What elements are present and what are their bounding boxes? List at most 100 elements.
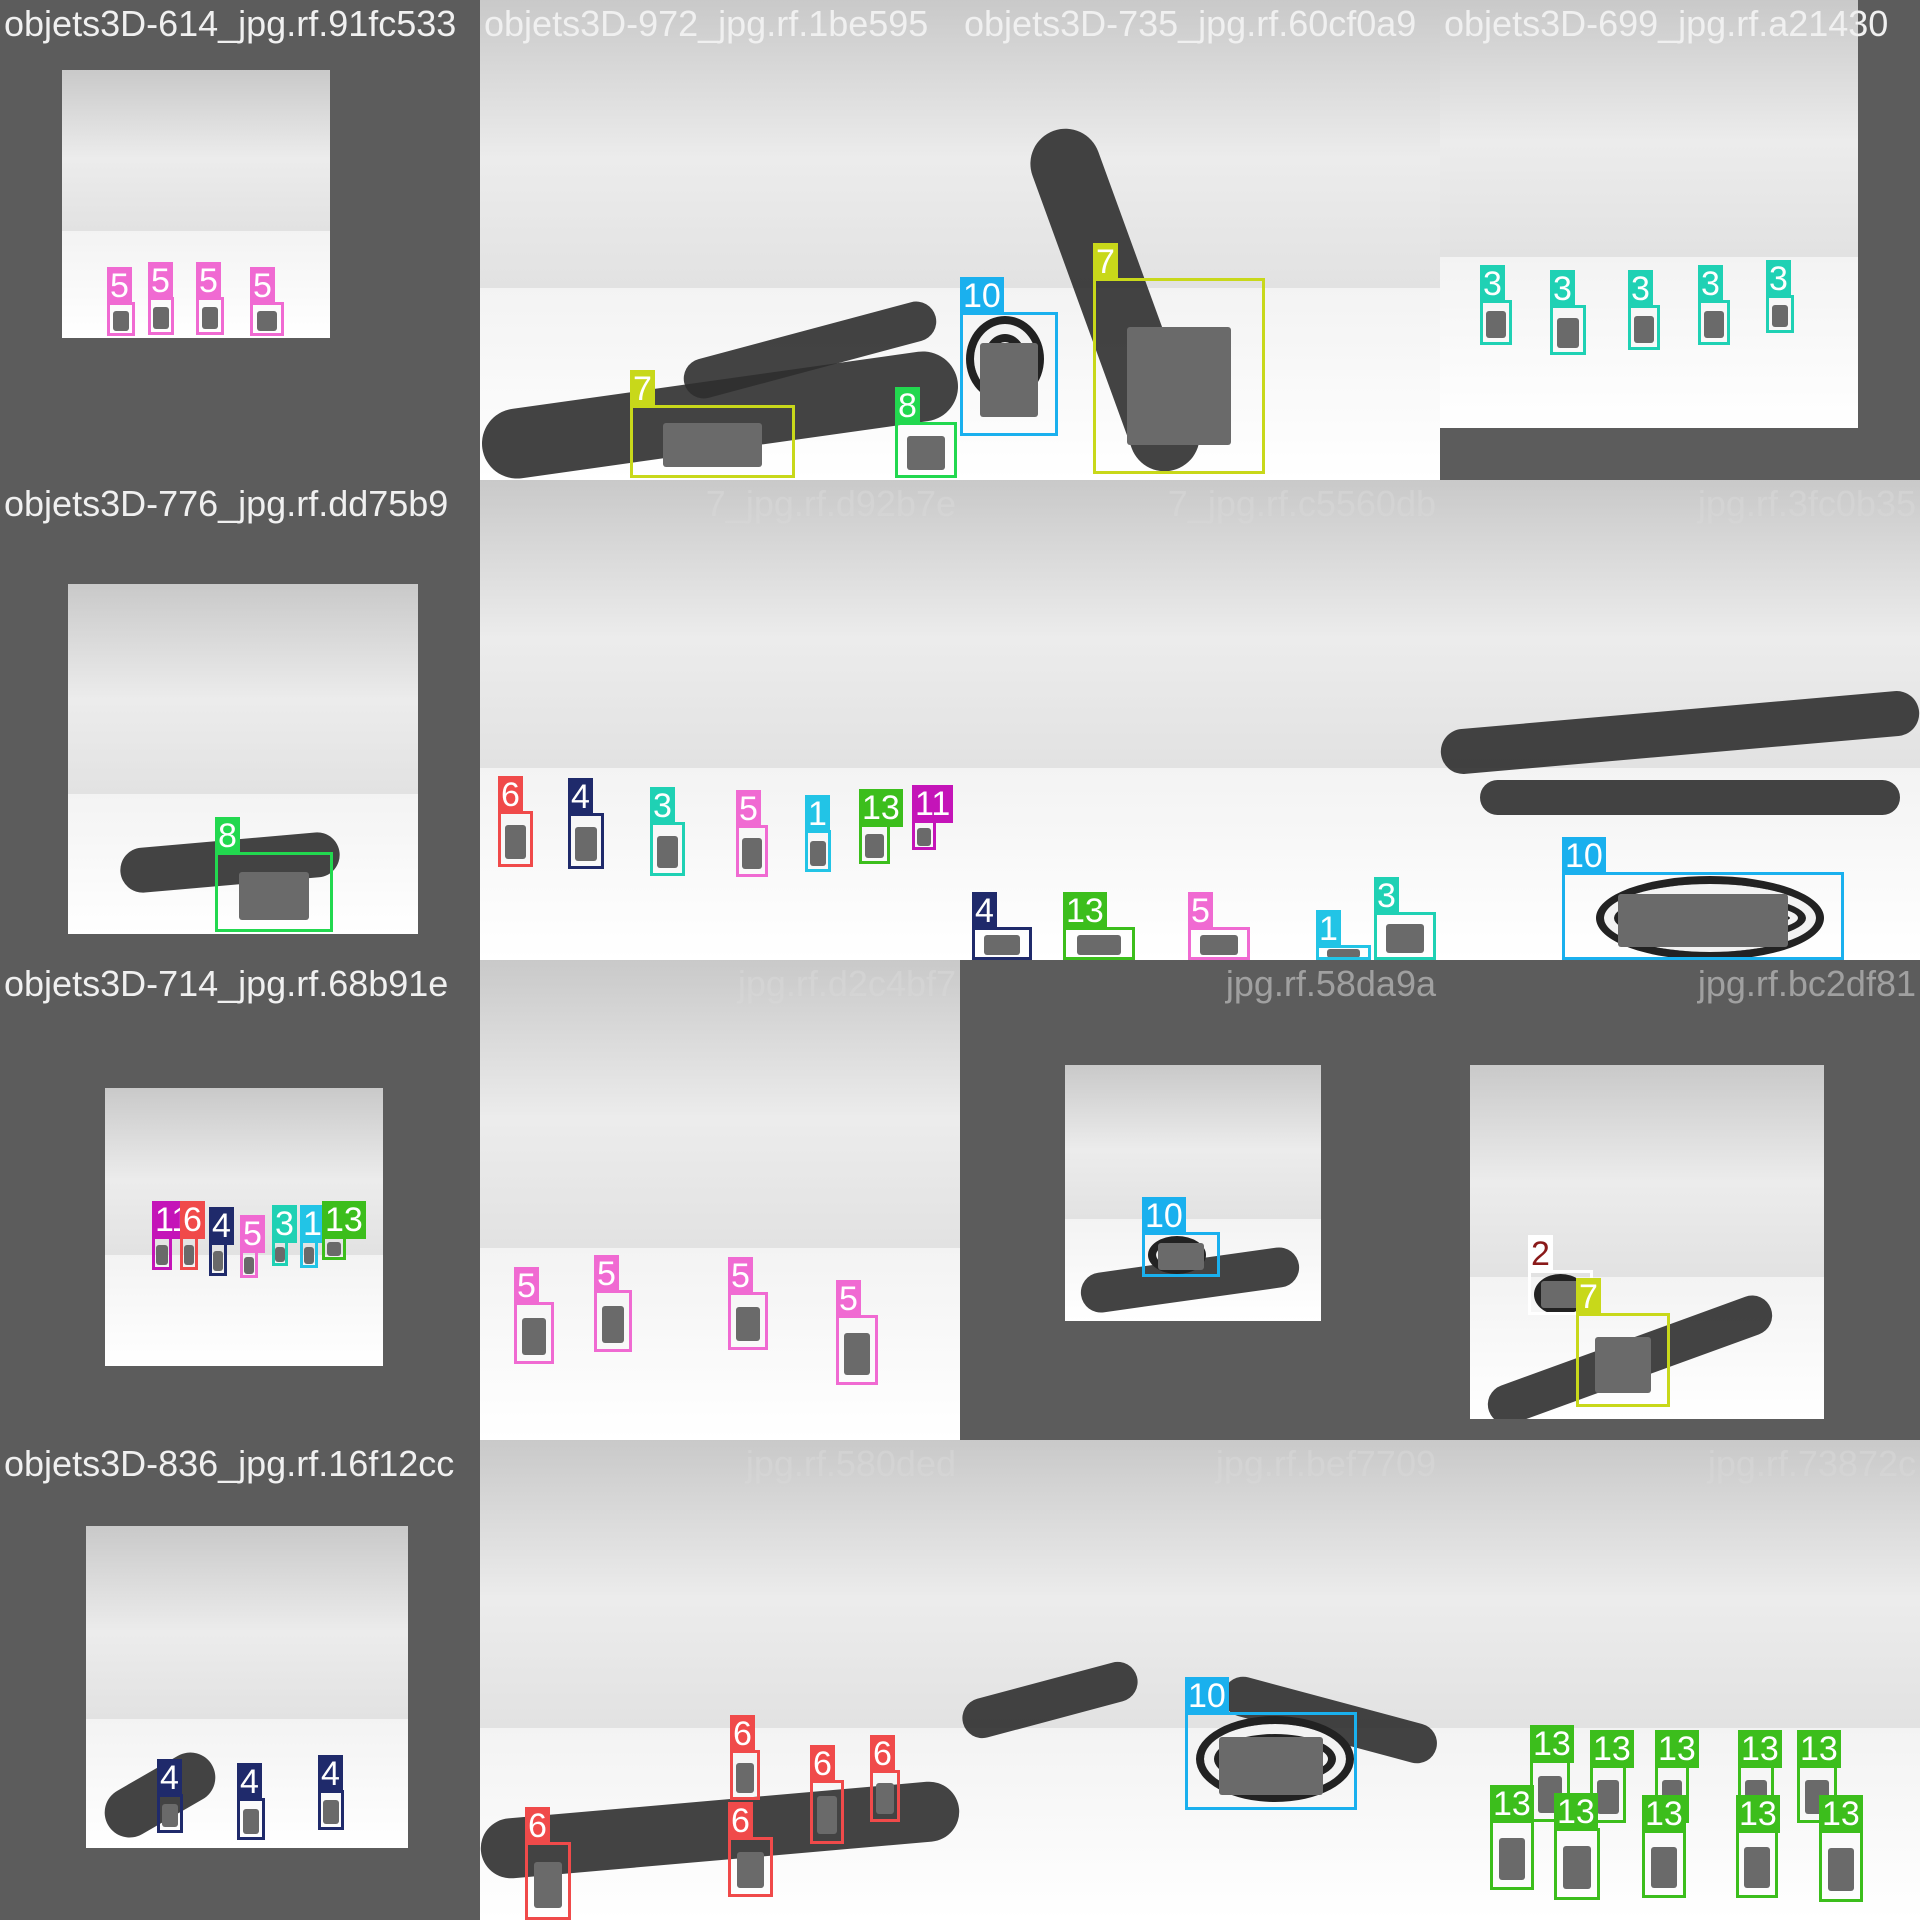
object-shape: [736, 1306, 760, 1342]
object-shape: [1127, 327, 1231, 445]
object-shape: [1650, 1847, 1678, 1888]
object-shape: [737, 1852, 764, 1888]
floor-area: [480, 1248, 960, 1440]
detection-box: 5: [107, 267, 135, 336]
object-shape: [1077, 935, 1121, 956]
object-shape: [242, 1808, 260, 1834]
mosaic-tile: 10 jpg.rf.3fc0b35: [1440, 480, 1920, 960]
mosaic-tile: 5 5 5 5 jpg.rf.d2c4bf7: [480, 960, 960, 1440]
detection-box: 6: [870, 1735, 900, 1822]
class-label: 11: [912, 785, 954, 823]
detection-box: 8: [215, 817, 333, 932]
class-label: 13: [1554, 1793, 1598, 1831]
object-shape: [736, 1762, 754, 1793]
camera-image: [62, 70, 330, 338]
detection-box: 13: [1819, 1795, 1863, 1902]
object-shape: [1157, 1243, 1205, 1271]
detection-box: 13: [322, 1201, 366, 1260]
object-shape: [1200, 935, 1238, 956]
class-label: 5: [148, 262, 173, 300]
wall-area: [480, 480, 960, 768]
overlapping-filename: jpg.rf.3fc0b35: [1697, 483, 1916, 524]
class-label: 4: [318, 1755, 343, 1793]
detection-box: 6: [180, 1201, 205, 1270]
detection-box: 7: [1093, 243, 1265, 474]
class-label: 3: [1628, 270, 1653, 308]
detection-box: 6: [730, 1715, 760, 1800]
class-label: 4: [972, 892, 997, 930]
wall-area: [480, 1440, 960, 1728]
mosaic-tile: 10 jpg.rf.58da9a: [960, 960, 1440, 1440]
detection-box: 6: [810, 1745, 844, 1844]
mosaic-tile: 11 6 4 5 3 1 13 objets3D-714_jpg.rf.68b91e: [0, 960, 480, 1440]
object-shape: [275, 1246, 285, 1263]
class-label: 13: [1655, 1730, 1699, 1768]
class-label: 8: [215, 817, 240, 855]
mosaic-tile: 4 4 4 objets3D-836_jpg.rf.16f12cc: [0, 1440, 480, 1920]
object-shape: [212, 1250, 224, 1271]
object-shape: [979, 343, 1039, 418]
detection-box: 4: [972, 892, 1032, 960]
object-shape: [534, 1861, 562, 1909]
class-label: 4: [157, 1759, 182, 1797]
object-shape: [1704, 311, 1724, 339]
object-shape: [1594, 1336, 1652, 1393]
detection-box: 5: [728, 1257, 768, 1350]
overlapping-filename: 7_jpg.rf.c5560db: [1167, 483, 1436, 524]
image-filename: objets3D-836_jpg.rf.16f12cc: [4, 1443, 455, 1484]
mosaic-tile: 6 6 6 6 6 jpg.rf.580ded: [480, 1440, 960, 1920]
class-label: 13: [322, 1201, 366, 1239]
object-shape: [601, 1305, 625, 1343]
detection-box: 3: [650, 787, 685, 876]
detection-box: 4: [157, 1759, 183, 1833]
detection-box: 5: [594, 1255, 632, 1352]
detection-box: 5: [240, 1215, 265, 1278]
class-label: 8: [895, 387, 920, 425]
object-shape: [1744, 1847, 1770, 1888]
class-label: 10: [1185, 1677, 1229, 1715]
image-filename: objets3D-972_jpg.rf.1be595: [484, 3, 929, 44]
class-label: 7: [1093, 243, 1118, 281]
detection-box: 13: [1063, 892, 1135, 960]
object-shape: [162, 1803, 178, 1828]
class-label: 6: [498, 776, 523, 814]
class-label: 10: [1142, 1197, 1186, 1235]
object-shape: [303, 1247, 315, 1264]
overlapping-filename: 7_jpg.rf.d92b7e: [705, 483, 956, 524]
image-filename: objets3D-699_jpg.rf.a21430: [1444, 3, 1889, 44]
class-label: 5: [1188, 892, 1213, 930]
object-shape: [505, 825, 526, 859]
object-shape: [1386, 924, 1424, 953]
camera-image: [86, 1526, 408, 1848]
class-label: 5: [196, 262, 221, 300]
object-shape: [907, 436, 945, 470]
mosaic-tile: 13 13 13 13 13 13 13 13 13 13 jpg.rf.73872c: [1440, 1440, 1920, 1920]
detection-box: 13: [1490, 1785, 1534, 1890]
detection-box: 1: [300, 1205, 325, 1268]
class-label: 1: [1316, 910, 1341, 948]
object-shape: [153, 306, 169, 330]
image-filename: objets3D-735_jpg.rf.60cf0a9: [964, 3, 1417, 44]
object-shape: [1597, 1779, 1619, 1815]
mosaic-tile: 10 7 objets3D-735_jpg.rf.60cf0a9: [960, 0, 1440, 480]
detection-box: 13: [859, 789, 903, 864]
object-shape: [112, 310, 130, 331]
camera-image: [1440, 480, 1920, 960]
class-label: 5: [836, 1280, 861, 1318]
object-shape: [323, 1800, 339, 1824]
object-shape: [1219, 1736, 1323, 1796]
object-shape: [742, 838, 762, 870]
object-shape: [256, 310, 278, 331]
detection-box: 7: [630, 370, 795, 478]
detection-box: 3: [1480, 265, 1512, 345]
detection-box: 13: [1736, 1795, 1780, 1898]
track-lane: [1480, 780, 1900, 815]
class-label: 6: [525, 1807, 550, 1845]
object-shape: [816, 1796, 838, 1835]
detection-box: 13: [1655, 1730, 1699, 1823]
detection-box: 5: [148, 262, 174, 335]
detection-box: 4: [318, 1755, 344, 1830]
object-shape: [183, 1244, 195, 1265]
mosaic-tile: 5 5 5 5 objets3D-614_jpg.rf.91fc533: [0, 0, 480, 480]
detection-box: 4: [209, 1207, 234, 1276]
